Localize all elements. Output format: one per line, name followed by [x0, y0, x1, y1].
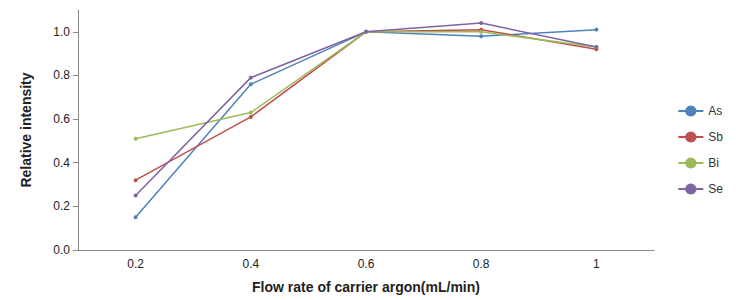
- svg-text:0.2: 0.2: [53, 199, 70, 213]
- svg-text:1.0: 1.0: [53, 25, 70, 39]
- svg-text:As: As: [708, 104, 722, 118]
- svg-text:1: 1: [593, 257, 600, 271]
- svg-text:Se: Se: [708, 182, 723, 196]
- svg-text:0.6: 0.6: [358, 257, 375, 271]
- svg-text:0.4: 0.4: [53, 156, 70, 170]
- svg-text:0.8: 0.8: [473, 257, 490, 271]
- svg-text:0.6: 0.6: [53, 112, 70, 126]
- svg-text:0.4: 0.4: [242, 257, 259, 271]
- svg-text:0.8: 0.8: [53, 68, 70, 82]
- svg-text:Flow rate of carrier argon(mL/: Flow rate of carrier argon(mL/min): [252, 279, 480, 295]
- svg-text:Relative intensity: Relative intensity: [18, 72, 34, 187]
- svg-text:0.2: 0.2: [127, 257, 144, 271]
- svg-text:Bi: Bi: [708, 156, 719, 170]
- svg-text:0.0: 0.0: [53, 243, 70, 257]
- svg-text:Sb: Sb: [708, 130, 723, 144]
